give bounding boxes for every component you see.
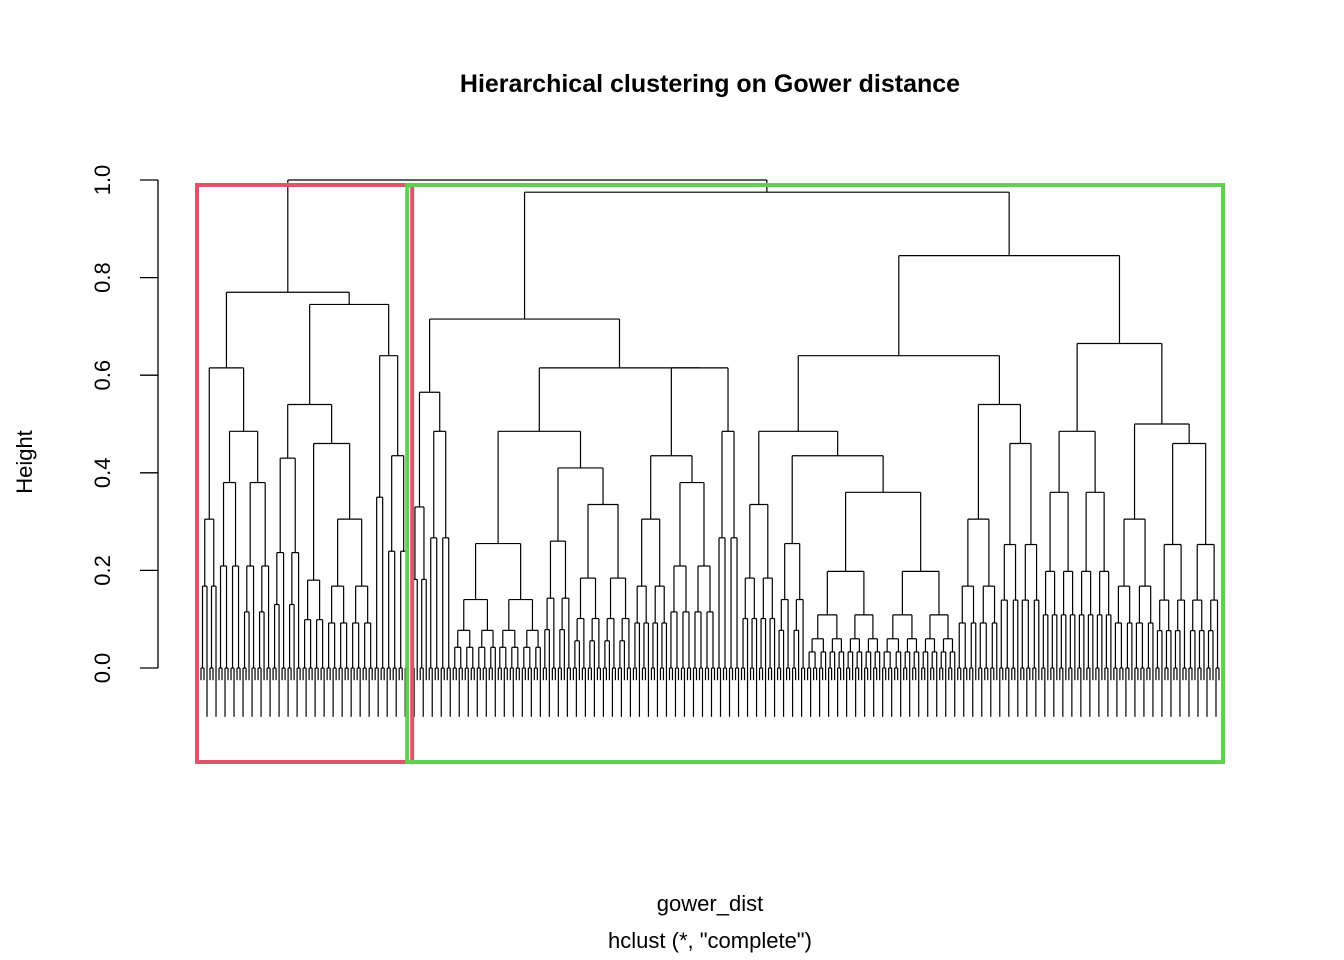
y-tick-label: 0.0 xyxy=(90,653,115,684)
x-axis-label: gower_dist xyxy=(657,891,763,916)
y-tick-label: 0.6 xyxy=(90,360,115,391)
chart-title: Hierarchical clustering on Gower distanc… xyxy=(460,70,960,98)
cluster-rectangles xyxy=(195,183,1225,764)
x-axis-sublabel: hclust (*, "complete") xyxy=(608,928,812,953)
y-tick-label: 1.0 xyxy=(90,165,115,196)
y-axis: 0.0 0.2 0.4 0.6 0.8 1.0 xyxy=(90,165,159,684)
y-tick-label: 0.8 xyxy=(90,262,115,293)
y-tick-label: 0.2 xyxy=(90,555,115,586)
cluster-rect-2 xyxy=(405,183,1225,764)
y-axis-label: Height xyxy=(12,430,37,494)
y-tick-label: 0.4 xyxy=(90,458,115,489)
cluster-rect-1 xyxy=(195,183,415,764)
dendrogram-tree xyxy=(200,179,1220,717)
